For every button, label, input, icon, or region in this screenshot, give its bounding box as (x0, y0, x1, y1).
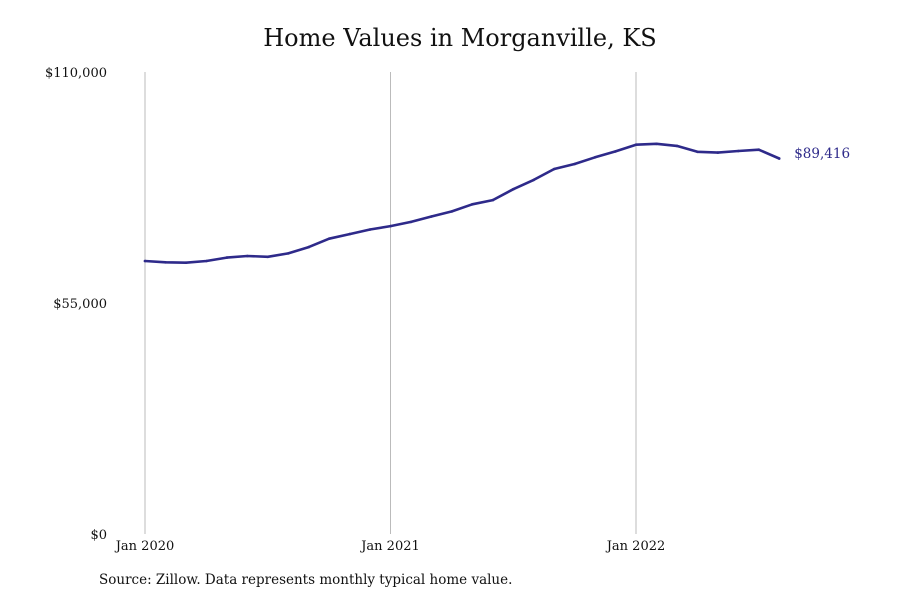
y-tick-label: $110,000 (45, 66, 107, 81)
data-point (593, 156, 597, 159)
data-point (471, 203, 474, 206)
data-point (164, 261, 167, 264)
data-point (716, 151, 720, 154)
data-point (348, 232, 351, 236)
data-point (184, 261, 188, 265)
data-point (675, 144, 679, 148)
grid-lines (144, 72, 637, 534)
data-point (327, 237, 331, 240)
data-point (655, 142, 658, 146)
data-point (450, 210, 454, 213)
data-point (696, 150, 699, 154)
data-point (777, 157, 781, 160)
data-point (614, 150, 617, 153)
end-value-label: $89,416 (794, 146, 850, 162)
data-point (307, 245, 311, 249)
x-tick-label: Jan 2022 (605, 539, 666, 554)
y-tick-label: $55,000 (53, 297, 107, 312)
data-point (286, 252, 290, 255)
data-point (552, 167, 556, 171)
source-note: Source: Zillow. Data represents monthly … (99, 572, 513, 588)
series-layer: $89,416 (143, 142, 850, 265)
data-point (737, 149, 740, 153)
x-tick-label: Jan 2021 (359, 539, 420, 554)
data-point (389, 224, 392, 228)
data-point (205, 259, 208, 263)
data-point (246, 254, 249, 258)
data-point (368, 228, 372, 231)
data-point (143, 259, 147, 263)
data-point (512, 187, 515, 191)
data-point (573, 162, 576, 166)
x-axis-ticks: Jan 2020 Jan 2021 Jan 2022 (114, 539, 666, 554)
y-axis-ticks: $0 $55,000 $110,000 (45, 66, 107, 543)
data-point (757, 148, 761, 151)
x-tick-label: Jan 2020 (114, 539, 175, 554)
data-point (225, 256, 229, 259)
series-line (143, 142, 781, 264)
data-point (491, 198, 495, 202)
data-point (634, 143, 638, 146)
data-point (532, 178, 535, 182)
data-point (266, 255, 270, 259)
chart-title: Home Values in Morganville, KS (263, 24, 657, 52)
data-point (409, 220, 413, 224)
data-point (430, 215, 433, 218)
y-tick-label: $0 (90, 528, 107, 543)
